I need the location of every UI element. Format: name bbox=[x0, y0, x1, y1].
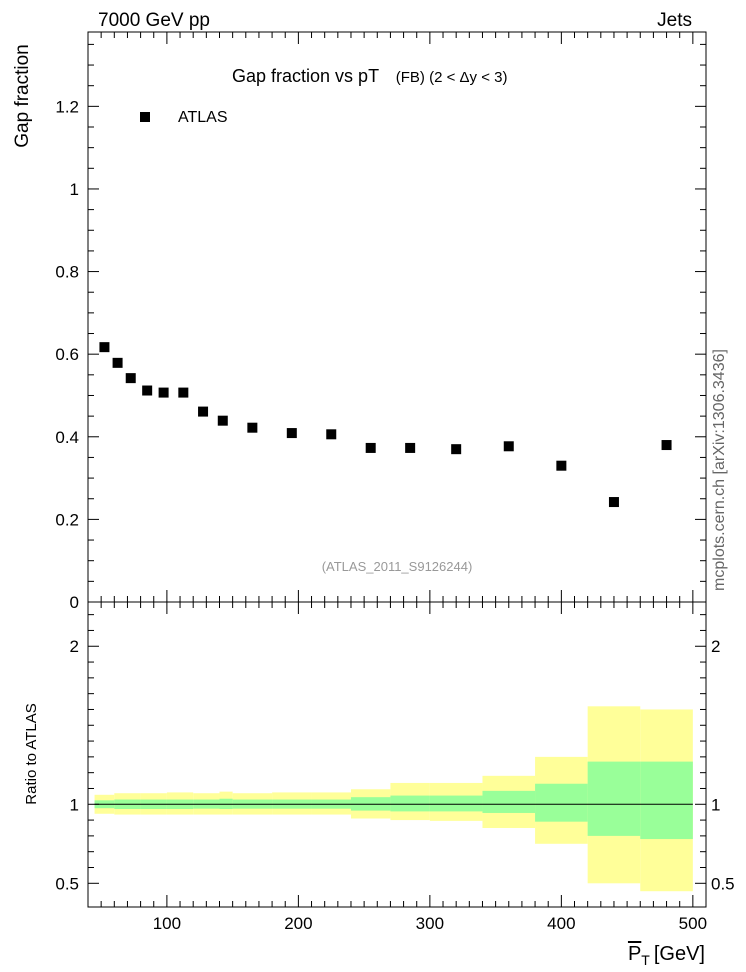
stat-band-bin bbox=[390, 795, 430, 812]
ratio-y-axis: 0.5 0.5 1 1 2 2 bbox=[55, 614, 735, 893]
ratio-y-tick-label-right: 1 bbox=[711, 795, 720, 814]
main-y-tick-label: 0 bbox=[70, 593, 79, 612]
energy-label: 7000 GeV pp bbox=[98, 10, 210, 31]
ratio-y-tick-label-right: 2 bbox=[711, 637, 720, 656]
main-y-tick-label: 0.6 bbox=[55, 345, 79, 364]
main-y-tick-label: 0.2 bbox=[55, 510, 79, 529]
data-points bbox=[99, 342, 672, 508]
data-point bbox=[158, 387, 169, 398]
x-tick-label: 100 bbox=[153, 914, 181, 933]
analysis-tag: (ATLAS_2011_S9126244) bbox=[322, 559, 473, 574]
chart-title-sub: (FB) (2 < Δy < 3) bbox=[396, 69, 508, 86]
ratio-y-tick-label-right: 0.5 bbox=[711, 874, 735, 893]
ratio-x-axis: 100 200 300 400 500 bbox=[100, 602, 707, 933]
x-tick-label: 400 bbox=[547, 914, 575, 933]
ratio-y-tick-label: 1 bbox=[70, 795, 79, 814]
stat-band-bin bbox=[535, 783, 588, 822]
data-point bbox=[178, 387, 189, 398]
data-point bbox=[247, 422, 258, 433]
x-axis-label-unit: [GeV] bbox=[654, 943, 705, 965]
main-x-ticks bbox=[100, 32, 694, 602]
stat-band-bin bbox=[429, 795, 483, 812]
x-tick-label: 300 bbox=[416, 914, 444, 933]
data-point bbox=[217, 415, 228, 426]
main-y-tick-label: 1.2 bbox=[55, 97, 79, 116]
x-axis-label-symbol: P bbox=[628, 943, 641, 965]
main-plot-panel: 0 0.2 0.4 0.6 0.8 1 1.2 Gap fraction Gap fract… bbox=[12, 31, 707, 612]
legend: ATLAS bbox=[140, 109, 228, 126]
process-label: Jets bbox=[657, 10, 692, 31]
main-y-axis-label: Gap fraction bbox=[12, 44, 33, 148]
ratio-y-tick-label: 0.5 bbox=[55, 874, 79, 893]
data-point bbox=[503, 441, 514, 452]
ratio-plot-frame bbox=[87, 601, 707, 908]
stat-band-bin bbox=[640, 761, 693, 840]
chart-title-main: Gap fraction vs pT bbox=[232, 66, 379, 86]
ratio-plot-panel: 0.5 0.5 1 1 2 2 100 200 300 400 500 Ratio to ATLA… bbox=[23, 601, 735, 968]
x-tick-label: 200 bbox=[284, 914, 312, 933]
data-point bbox=[608, 497, 619, 508]
stat-band-bin bbox=[482, 790, 536, 813]
stat-band-bin bbox=[587, 761, 641, 836]
x-tick-label: 500 bbox=[679, 914, 707, 933]
x-axis-label-sub: T bbox=[641, 952, 650, 968]
data-point bbox=[365, 442, 376, 453]
chart-title: Gap fraction vs pT (FB) (2 < Δy < 3) bbox=[232, 66, 507, 86]
main-y-tick-label: 0.8 bbox=[55, 263, 79, 282]
main-y-tick-label: 1 bbox=[70, 180, 79, 199]
data-point bbox=[125, 373, 136, 384]
main-y-axis: 0 0.2 0.4 0.6 0.8 1 1.2 bbox=[55, 43, 706, 612]
data-point bbox=[326, 429, 337, 440]
data-point bbox=[661, 440, 672, 451]
data-point bbox=[112, 357, 123, 368]
ratio-y-axis-label: Ratio to ATLAS bbox=[23, 703, 40, 804]
data-point bbox=[286, 428, 297, 439]
x-axis-label: PT [GeV] bbox=[628, 943, 705, 968]
ratio-y-tick-label: 2 bbox=[70, 637, 79, 656]
data-point bbox=[142, 385, 153, 396]
main-y-tick-label: 0.4 bbox=[55, 428, 79, 447]
source-side-label: mcplots.cern.ch [arXiv:1306.3436] bbox=[711, 349, 728, 591]
data-point bbox=[99, 342, 110, 353]
data-point bbox=[405, 442, 416, 453]
legend-label-atlas: ATLAS bbox=[178, 109, 228, 126]
data-point bbox=[556, 460, 567, 471]
uncertainty-bands bbox=[94, 706, 693, 892]
legend-marker-atlas bbox=[140, 112, 150, 122]
data-point bbox=[451, 444, 462, 455]
data-point bbox=[198, 406, 209, 417]
